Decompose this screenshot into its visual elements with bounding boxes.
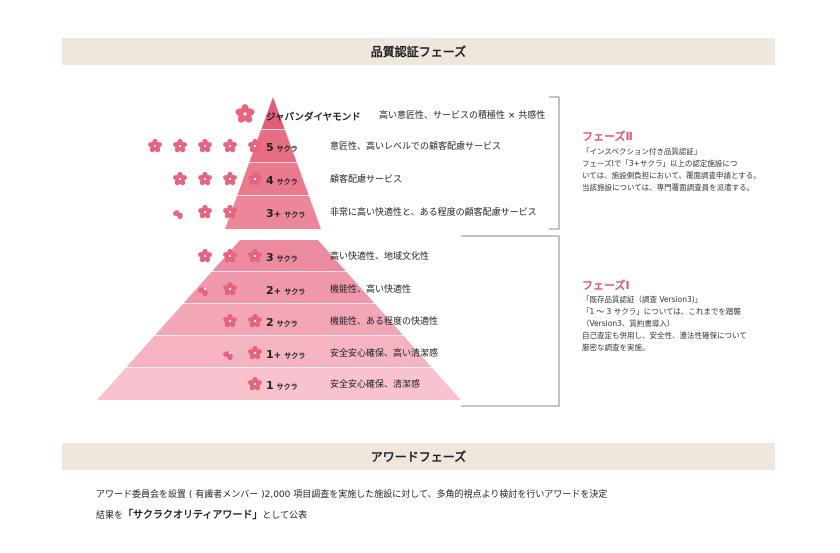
quality-phase-title: 品質認証フェーズ bbox=[370, 45, 467, 59]
sakura-blossom-icon bbox=[223, 138, 237, 153]
half-sakura-blossom-icon bbox=[223, 351, 233, 361]
pyramid-tier-lower bbox=[211, 240, 347, 272]
phase2-line: 「インスペクション付き品質認証」 bbox=[582, 147, 702, 156]
desc-japan-diamond: 高い意匠性、サービスの積極性 × 共感性 bbox=[379, 111, 546, 121]
award-name: 「サクラクオリティアワード」 bbox=[123, 510, 263, 521]
sakura-blossom-icon bbox=[198, 138, 212, 153]
phase2-text: 「インスペクション付き品質認証」 フェーズⅠで「3+サクラ」以上の認定施設につ … bbox=[582, 146, 782, 194]
phase2-line: いては、施設側負担において、覆面調査申請とする。 bbox=[582, 171, 761, 180]
sakura-blossom-icon bbox=[223, 248, 237, 263]
award-line-2-post: として公表 bbox=[262, 511, 308, 521]
pyramid-tier-upper bbox=[237, 163, 309, 196]
phase2-line: フェーズⅠで「3+サクラ」以上の認定施設につ bbox=[582, 159, 738, 168]
rank-2plus-sakura: 2+ サクラ bbox=[266, 284, 306, 297]
phase1-line: （Version3、質約書導入） bbox=[582, 319, 675, 328]
sakura-blossom-icon bbox=[248, 171, 262, 186]
sakura-blossom-icon bbox=[198, 248, 212, 263]
pyramid-tier-upper bbox=[261, 97, 285, 130]
phase1-line: 厳密な調査を実施。 bbox=[582, 343, 650, 352]
award-phase-header: アワードフェーズ bbox=[62, 443, 775, 470]
rank-1plus-sakura: 1+ サクラ bbox=[266, 348, 306, 361]
desc-2plus-sakura: 機能性、高い快適性 bbox=[330, 285, 412, 295]
pyramid-tier-upper bbox=[225, 196, 321, 229]
award-line-2-pre: 結果を bbox=[96, 511, 124, 521]
half-sakura-blossom-icon bbox=[173, 210, 183, 220]
phase1-title: フェーズⅠ bbox=[582, 279, 630, 292]
quality-phase-header: 品質認証フェーズ bbox=[62, 38, 775, 65]
phase1-line: 自己査定も併用し、安全性、遵法性確保について bbox=[582, 331, 747, 340]
rank-3plus-sakura: 3+ サクラ bbox=[266, 207, 306, 220]
rank-2-sakura: 2 サクラ bbox=[266, 316, 298, 329]
desc-1plus-sakura: 安全安心確保、高い清潔感 bbox=[330, 349, 439, 359]
sakura-blossom-icon bbox=[148, 138, 162, 153]
phase1-text: 「既存品質認証（調査 Version3)」 「1 ～ 3 サクラ」については、こ… bbox=[582, 294, 782, 354]
rank-japan-diamond: ジャパンダイヤモンド bbox=[266, 112, 361, 123]
rank-3-sakura: 3 サクラ bbox=[266, 251, 298, 264]
award-line-2: 結果を「サクラクオリティアワード」として公表 bbox=[96, 506, 307, 521]
award-line-1: アワード委員会を設置 ( 有識者メンバー )2,000 項目調査を実施した施設に… bbox=[96, 490, 608, 500]
sakura-blossom-icon bbox=[248, 376, 262, 391]
sakura-blossom-icon bbox=[198, 204, 212, 219]
sakura-blossom-icon bbox=[223, 313, 237, 328]
sakura-blossom-icon bbox=[248, 138, 262, 153]
phase2-line: 当該施設については、専門覆面調査員を派遣する。 bbox=[582, 183, 755, 192]
pyramid-tier-lower bbox=[97, 368, 461, 400]
desc-2-sakura: 機能性、ある程度の快適性 bbox=[330, 317, 439, 327]
phase2-bracket bbox=[549, 96, 560, 230]
rank-5-sakura: 5 サクラ bbox=[266, 141, 298, 154]
rank-1-sakura: 1 サクラ bbox=[266, 379, 298, 392]
sakura-blossom-icon bbox=[223, 281, 237, 296]
desc-3plus-sakura: 非常に高い快適性と、ある程度の顧客配慮サービス bbox=[330, 208, 537, 218]
sakura-blossom-icon bbox=[223, 204, 237, 219]
sakura-blossom-icon bbox=[248, 313, 262, 328]
desc-1-sakura: 安全安心確保、清潔感 bbox=[330, 380, 421, 390]
desc-4-sakura: 顧客配慮サービス bbox=[330, 175, 403, 185]
sakura-blossom-icon bbox=[198, 171, 212, 186]
desc-3-sakura: 高い快適性、地域文化性 bbox=[330, 252, 430, 262]
half-sakura-blossom-icon bbox=[198, 287, 208, 297]
sakura-blossom-icon bbox=[248, 248, 262, 263]
phase1-line: 「1 ～ 3 サクラ」については、これまでを踏襲 bbox=[582, 307, 741, 316]
rank-4-sakura: 4 サクラ bbox=[266, 174, 298, 187]
sakura-blossom-icon bbox=[173, 171, 187, 186]
desc-5-sakura: 意匠性、高いレベルでの顧客配慮サービス bbox=[330, 142, 502, 152]
pyramid-tier-lower bbox=[125, 336, 433, 368]
sakura-blossom-icon bbox=[223, 171, 237, 186]
sakura-blossom-icon bbox=[173, 138, 187, 153]
award-phase-title: アワードフェーズ bbox=[370, 450, 467, 464]
sakura-blossom-icon bbox=[235, 104, 255, 123]
sakura-blossom-icon bbox=[248, 345, 262, 360]
phase2-title: フェーズⅡ bbox=[582, 130, 633, 143]
pyramid-tier-lower bbox=[154, 304, 404, 336]
pyramid-tier-upper bbox=[249, 130, 297, 163]
phase1-bracket bbox=[461, 235, 560, 407]
phase1-line: 「既存品質認証（調査 Version3)」 bbox=[582, 295, 703, 304]
pyramid-tier-lower bbox=[182, 272, 376, 304]
